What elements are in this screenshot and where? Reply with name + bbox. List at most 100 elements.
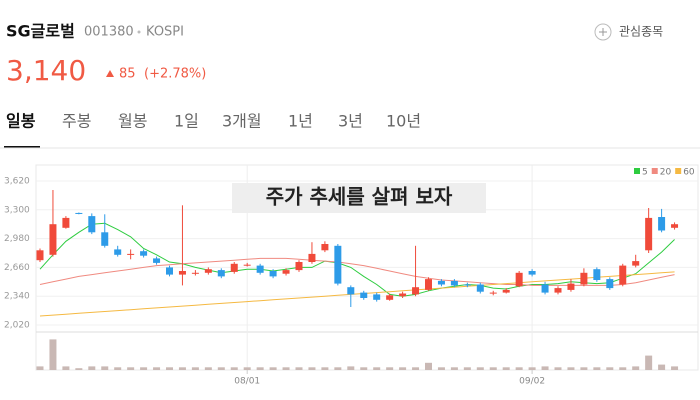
tab[interactable]: 일봉 [6, 112, 36, 131]
volume-bar [140, 367, 148, 370]
candle-body [269, 271, 277, 277]
volume-bar [489, 367, 497, 370]
volume-bar [450, 367, 458, 370]
stock-code: 001380 [84, 25, 134, 40]
volume-bar [204, 367, 212, 370]
annotation-bg [232, 183, 486, 213]
volume-bar [282, 367, 290, 370]
volume-bar [658, 364, 666, 370]
candle-body [645, 217, 653, 251]
stock-market: KOSPI [146, 25, 184, 40]
volume-bar [515, 367, 523, 370]
volume-bar [360, 367, 368, 370]
volume-bar [373, 367, 381, 370]
candle-body [204, 269, 212, 273]
volume-bar [619, 367, 627, 370]
candle-body [489, 292, 497, 294]
volume-bar [347, 366, 355, 370]
up-arrow [106, 70, 114, 77]
candle-body [256, 265, 264, 273]
candle-body [101, 232, 109, 246]
legend-swatch [634, 168, 640, 174]
volume-bar [593, 367, 601, 370]
legend-swatch [651, 168, 658, 174]
candle-body [606, 279, 614, 289]
candle-body [463, 284, 471, 286]
candle-body [658, 217, 666, 231]
candle-body [217, 270, 225, 277]
candle-body [295, 262, 303, 271]
volume-bar [75, 368, 83, 370]
candle-body [62, 217, 70, 228]
tab[interactable]: 3개월 [222, 112, 262, 131]
candle-body [528, 271, 536, 275]
candle-body [412, 287, 420, 295]
tab[interactable]: 3년 [338, 112, 363, 131]
candle-body [347, 287, 355, 295]
volume-bar [541, 366, 549, 370]
annotation: 주가 추세를 살펴 보자 [266, 185, 453, 209]
y-tick-label: 3,620 [4, 177, 30, 187]
volume-bar [567, 367, 575, 370]
volume-bar [36, 366, 44, 370]
y-tick-label: 3,300 [4, 205, 30, 215]
candle-body [541, 284, 549, 293]
tab[interactable]: 10년 [386, 112, 421, 131]
y-tick-label: 2,980 [4, 234, 30, 244]
volume-bar [645, 355, 653, 370]
volume-bar [243, 367, 251, 370]
volume-bar [153, 367, 161, 370]
volume-bar [334, 367, 342, 370]
volume-bar [101, 366, 109, 370]
volume-bar [554, 367, 562, 370]
candle-body [49, 224, 57, 255]
y-tick-label: 2,660 [4, 263, 30, 273]
volume-bar [166, 367, 173, 370]
candle-body [593, 269, 601, 280]
volume-bar [412, 367, 420, 370]
candle-body [476, 284, 484, 292]
x-tick-label: 09/02 [519, 377, 545, 387]
volume-bar [476, 367, 484, 370]
volume-bar [191, 367, 199, 370]
candle-body [619, 265, 627, 285]
tab[interactable]: 주봉 [62, 112, 91, 131]
candle-body [373, 294, 381, 300]
tab[interactable]: 1년 [288, 112, 313, 131]
watch-button[interactable]: 관심종목 [594, 23, 663, 41]
candle-body [308, 253, 316, 262]
y-tick-label: 2,020 [4, 321, 30, 331]
stock-name: SG글로벌 [6, 22, 75, 41]
candle-body [502, 289, 510, 293]
candle-body [230, 263, 238, 272]
candle-body [580, 272, 588, 285]
volume-bar [671, 366, 679, 370]
candle-body [114, 249, 122, 255]
separator-dot [137, 30, 141, 34]
candle-body [425, 279, 432, 290]
price: 3,140 [6, 54, 86, 87]
candle-body [515, 272, 523, 287]
volume-bar [399, 367, 407, 370]
volume-bar [295, 367, 303, 370]
x-tick-label: 08/01 [234, 377, 260, 387]
legend-label: 5 [642, 168, 648, 178]
volume-bar [178, 367, 186, 370]
y-tick-label: 2,340 [4, 292, 30, 302]
volume-bar [632, 366, 640, 370]
candle-body [334, 245, 342, 284]
candle-body [191, 272, 199, 274]
period-tabs: 일봉 주봉 월봉 1일 3개월 1년 3년 10년 [4, 112, 421, 148]
volume-bar [308, 367, 316, 370]
candle-body [166, 267, 173, 275]
ma-line [39, 271, 675, 317]
candle-body [140, 251, 148, 256]
volume-bar [502, 367, 510, 370]
candle-body [153, 258, 161, 263]
volume-bar [321, 367, 329, 370]
tab[interactable]: 월봉 [118, 112, 147, 131]
volume-bar [114, 367, 122, 370]
tab[interactable]: 1일 [174, 112, 199, 131]
volume-bar [49, 339, 57, 370]
